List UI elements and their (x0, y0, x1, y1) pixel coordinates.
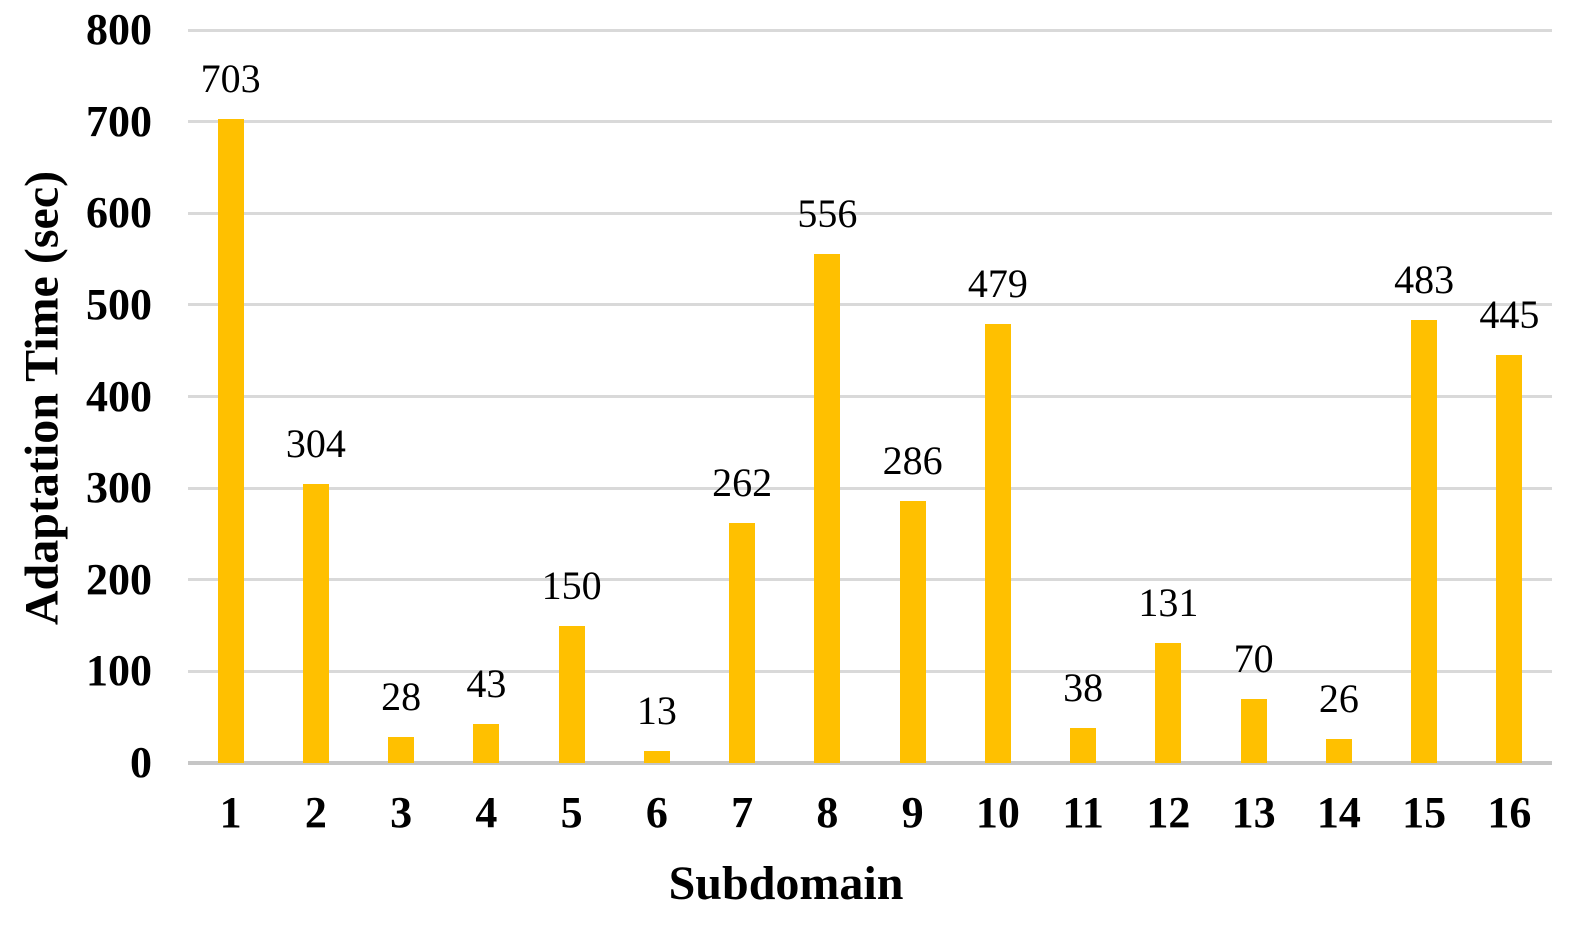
gridline (188, 28, 1552, 32)
bar-subdomain-9 (899, 500, 926, 763)
x-tick-label: 11 (1062, 788, 1104, 837)
y-tick-label: 700 (86, 96, 152, 146)
plot-area: 703 304 28 43 150 13 262 556 286 479 38 131 70 26 483 4… (188, 28, 1552, 765)
x-tick-label: 16 (1487, 788, 1532, 837)
bar-subdomain-13 (1240, 698, 1267, 763)
x-tick-label: 7 (731, 788, 754, 837)
gridline (188, 303, 1552, 307)
bar-subdomain-12 (1155, 642, 1182, 763)
bar-value-label: 131 (1138, 579, 1199, 625)
bar-value-label: 286 (882, 437, 943, 483)
bar-value-label: 262 (712, 459, 773, 505)
bar-subdomain-11 (1070, 728, 1097, 763)
gridline (188, 578, 1552, 582)
bar-value-label: 26 (1318, 676, 1359, 722)
bar-subdomain-15 (1411, 320, 1438, 763)
bar-value-label: 479 (967, 261, 1028, 307)
bar-subdomain-8 (814, 253, 841, 763)
bar-subdomain-14 (1325, 739, 1352, 763)
x-axis-title: Subdomain (668, 857, 904, 910)
y-tick-label: 200 (86, 554, 152, 604)
x-tick-label: 6 (645, 788, 668, 837)
gridline (188, 669, 1552, 673)
x-tick-label: 13 (1231, 788, 1276, 837)
x-axis-line (188, 761, 1552, 765)
bar-value-label: 703 (200, 55, 261, 101)
bar-value-label: 38 (1063, 665, 1104, 711)
bar-subdomain-7 (729, 522, 756, 763)
bar-subdomain-6 (643, 751, 670, 763)
bar-value-label: 28 (381, 674, 422, 720)
bar-value-label: 13 (636, 688, 677, 734)
x-tick-label: 8 (816, 788, 839, 837)
x-tick-label: 5 (560, 788, 583, 837)
gridline (188, 120, 1552, 124)
y-tick-label: 100 (86, 646, 152, 696)
gridline (188, 486, 1552, 490)
bar-value-label: 483 (1394, 257, 1455, 303)
bar-subdomain-16 (1496, 355, 1523, 763)
bar-value-label: 150 (541, 562, 602, 608)
x-tick-label: 9 (901, 788, 924, 837)
bar-subdomain-3 (388, 737, 415, 763)
y-tick-label: 800 (86, 5, 152, 54)
y-tick-label: 600 (86, 188, 152, 238)
x-tick-label: 3 (390, 788, 413, 837)
bar-subdomain-4 (473, 723, 500, 763)
x-tick-label: 14 (1316, 788, 1361, 837)
x-tick-label: 1 (219, 788, 242, 837)
bar-value-label: 556 (797, 190, 858, 236)
x-tick-label: 2 (304, 788, 327, 837)
gridline (188, 395, 1552, 398)
y-tick-label: 0 (130, 738, 152, 787)
bar-value-label: 304 (285, 421, 346, 467)
y-tick-label: 400 (86, 371, 152, 421)
bar-subdomain-10 (984, 324, 1011, 763)
bar-subdomain-5 (558, 625, 585, 763)
y-tick-label: 300 (86, 463, 152, 513)
bar-value-label: 70 (1233, 635, 1274, 681)
y-tick-label: 500 (86, 279, 152, 329)
x-tick-label: 15 (1402, 788, 1447, 837)
x-tick-label: 12 (1146, 788, 1191, 837)
bar-value-label: 43 (466, 660, 507, 706)
bar-value-label: 445 (1479, 292, 1540, 338)
gridline (188, 211, 1552, 215)
x-tick-label: 4 (475, 788, 498, 837)
bar-subdomain-1 (217, 118, 244, 763)
bar-subdomain-2 (302, 484, 329, 763)
x-tick-label: 10 (975, 788, 1020, 837)
